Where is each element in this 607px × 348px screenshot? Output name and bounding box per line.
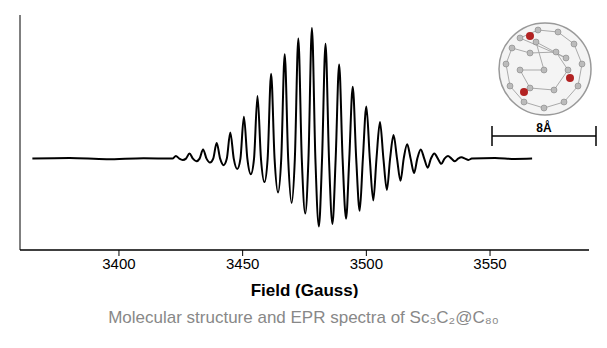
svg-text:Field (Gauss): Field (Gauss) [251, 281, 359, 298]
html-text:Molecular structure and EPR sp: Molecular structure and EPR spectra of S… [108, 308, 499, 327]
svg-text:3550: 3550 [473, 255, 506, 272]
svg-text:3400: 3400 [102, 255, 135, 272]
svg-text:3450: 3450 [226, 255, 259, 272]
svg-text:3500: 3500 [350, 255, 383, 272]
svg-text:8Å: 8Å [536, 120, 552, 135]
